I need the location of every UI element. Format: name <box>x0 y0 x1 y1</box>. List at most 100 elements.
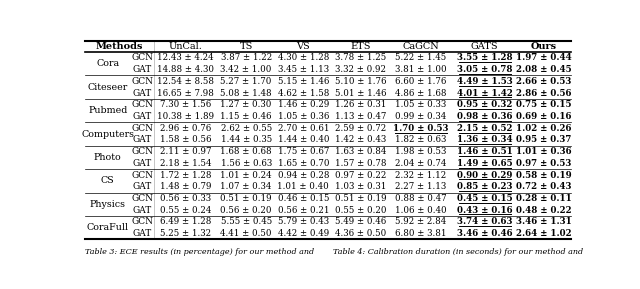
Text: Table 3: ECE results (in percentage) for our method and: Table 3: ECE results (in percentage) for… <box>85 248 314 256</box>
Text: GAT: GAT <box>132 229 152 238</box>
Text: 0.48 ± 0.22: 0.48 ± 0.22 <box>516 206 572 215</box>
Text: 5.10 ± 1.76: 5.10 ± 1.76 <box>335 77 386 86</box>
Text: 1.05 ± 0.33: 1.05 ± 0.33 <box>396 100 447 109</box>
Text: 3.78 ± 1.25: 3.78 ± 1.25 <box>335 53 386 62</box>
Text: 0.95 ± 0.32: 0.95 ± 0.32 <box>457 100 513 109</box>
Text: 4.42 ± 0.49: 4.42 ± 0.49 <box>278 229 329 238</box>
Text: 5.55 ± 0.45: 5.55 ± 0.45 <box>221 217 272 226</box>
Text: 0.98 ± 0.36: 0.98 ± 0.36 <box>457 112 513 121</box>
Text: GCN: GCN <box>131 194 153 203</box>
Text: 1.36 ± 0.34: 1.36 ± 0.34 <box>457 135 513 144</box>
Text: 0.69 ± 0.16: 0.69 ± 0.16 <box>516 112 572 121</box>
Text: 2.64 ± 1.02: 2.64 ± 1.02 <box>516 229 572 238</box>
Text: 2.59 ± 0.72: 2.59 ± 0.72 <box>335 124 386 133</box>
Text: 1.02 ± 0.26: 1.02 ± 0.26 <box>516 124 572 133</box>
Text: 1.44 ± 0.35: 1.44 ± 0.35 <box>221 135 272 144</box>
Text: 3.46 ± 0.46: 3.46 ± 0.46 <box>457 229 513 238</box>
Text: 0.88 ± 0.47: 0.88 ± 0.47 <box>395 194 447 203</box>
Text: CoraFull: CoraFull <box>86 223 129 232</box>
Text: 1.44 ± 0.40: 1.44 ± 0.40 <box>278 135 329 144</box>
Text: 0.46 ± 0.15: 0.46 ± 0.15 <box>278 194 329 203</box>
Text: 5.25 ± 1.32: 5.25 ± 1.32 <box>160 229 211 238</box>
Text: 12.43 ± 4.24: 12.43 ± 4.24 <box>157 53 214 62</box>
Text: 1.46 ± 0.29: 1.46 ± 0.29 <box>278 100 329 109</box>
Text: GCN: GCN <box>131 100 153 109</box>
Text: GAT: GAT <box>132 65 152 74</box>
Text: 3.05 ± 0.78: 3.05 ± 0.78 <box>457 65 513 74</box>
Text: 1.13 ± 0.47: 1.13 ± 0.47 <box>335 112 386 121</box>
Text: 0.85 ± 0.23: 0.85 ± 0.23 <box>457 182 513 191</box>
Text: 1.98 ± 0.53: 1.98 ± 0.53 <box>396 147 447 156</box>
Text: 5.79 ± 0.43: 5.79 ± 0.43 <box>278 217 329 226</box>
Text: 1.72 ± 1.28: 1.72 ± 1.28 <box>160 171 211 179</box>
Text: 6.80 ± 3.81: 6.80 ± 3.81 <box>395 229 447 238</box>
Text: 14.88 ± 4.30: 14.88 ± 4.30 <box>157 65 214 74</box>
Text: 1.65 ± 0.70: 1.65 ± 0.70 <box>278 159 329 168</box>
Text: 3.87 ± 1.22: 3.87 ± 1.22 <box>221 53 272 62</box>
Text: 0.28 ± 0.11: 0.28 ± 0.11 <box>516 194 572 203</box>
Text: TS: TS <box>239 42 253 51</box>
Text: 5.27 ± 1.70: 5.27 ± 1.70 <box>220 77 272 86</box>
Text: 2.96 ± 0.76: 2.96 ± 0.76 <box>160 124 211 133</box>
Text: 2.04 ± 0.74: 2.04 ± 0.74 <box>396 159 447 168</box>
Text: 3.55 ± 1.28: 3.55 ± 1.28 <box>457 53 513 62</box>
Text: 3.81 ± 1.00: 3.81 ± 1.00 <box>395 65 447 74</box>
Text: 1.56 ± 0.63: 1.56 ± 0.63 <box>221 159 272 168</box>
Text: 0.51 ± 0.19: 0.51 ± 0.19 <box>335 194 387 203</box>
Text: 10.38 ± 1.89: 10.38 ± 1.89 <box>157 112 214 121</box>
Text: Pubmed: Pubmed <box>88 106 127 115</box>
Text: Table 4: Calibration duration (in seconds) for our method and: Table 4: Calibration duration (in second… <box>333 248 583 256</box>
Text: GAT: GAT <box>132 112 152 121</box>
Text: 1.15 ± 0.46: 1.15 ± 0.46 <box>220 112 272 121</box>
Text: 5.22 ± 1.45: 5.22 ± 1.45 <box>396 53 447 62</box>
Text: 0.51 ± 0.19: 0.51 ± 0.19 <box>220 194 272 203</box>
Text: 1.07 ± 0.34: 1.07 ± 0.34 <box>220 182 272 191</box>
Text: 1.05 ± 0.36: 1.05 ± 0.36 <box>278 112 329 121</box>
Text: 0.55 ± 0.20: 0.55 ± 0.20 <box>335 206 386 215</box>
Text: 3.42 ± 1.00: 3.42 ± 1.00 <box>220 65 272 74</box>
Text: GAT: GAT <box>132 88 152 98</box>
Text: 3.46 ± 1.31: 3.46 ± 1.31 <box>516 217 572 226</box>
Text: 0.56 ± 0.33: 0.56 ± 0.33 <box>160 194 211 203</box>
Text: 0.55 ± 0.24: 0.55 ± 0.24 <box>160 206 211 215</box>
Text: Ours: Ours <box>531 42 557 51</box>
Text: GAT: GAT <box>132 159 152 168</box>
Text: 1.46 ± 0.51: 1.46 ± 0.51 <box>457 147 513 156</box>
Text: 0.72 ± 0.43: 0.72 ± 0.43 <box>516 182 572 191</box>
Text: 1.63 ± 0.84: 1.63 ± 0.84 <box>335 147 386 156</box>
Text: Methods: Methods <box>95 42 143 51</box>
Text: 1.75 ± 0.67: 1.75 ± 0.67 <box>278 147 329 156</box>
Text: GCN: GCN <box>131 171 153 179</box>
Text: 3.32 ± 0.92: 3.32 ± 0.92 <box>335 65 386 74</box>
Text: GCN: GCN <box>131 124 153 133</box>
Text: 1.49 ± 0.65: 1.49 ± 0.65 <box>457 159 513 168</box>
Text: Cora: Cora <box>96 59 119 68</box>
Text: GAT: GAT <box>132 206 152 215</box>
Text: 0.99 ± 0.34: 0.99 ± 0.34 <box>396 112 447 121</box>
Text: 2.86 ± 0.56: 2.86 ± 0.56 <box>516 88 572 98</box>
Text: 0.97 ± 0.22: 0.97 ± 0.22 <box>335 171 386 179</box>
Text: 1.58 ± 0.56: 1.58 ± 0.56 <box>160 135 211 144</box>
Text: 5.08 ± 1.48: 5.08 ± 1.48 <box>220 88 272 98</box>
Text: GCN: GCN <box>131 53 153 62</box>
Text: 2.66 ± 0.53: 2.66 ± 0.53 <box>516 77 572 86</box>
Text: 1.57 ± 0.78: 1.57 ± 0.78 <box>335 159 386 168</box>
Text: GAT: GAT <box>132 182 152 191</box>
Text: 2.27 ± 1.13: 2.27 ± 1.13 <box>396 182 447 191</box>
Text: 2.15 ± 0.52: 2.15 ± 0.52 <box>457 124 513 133</box>
Text: GCN: GCN <box>131 147 153 156</box>
Text: 0.56 ± 0.20: 0.56 ± 0.20 <box>220 206 272 215</box>
Text: GCN: GCN <box>131 77 153 86</box>
Text: 4.36 ± 0.50: 4.36 ± 0.50 <box>335 229 386 238</box>
Text: 4.49 ± 1.53: 4.49 ± 1.53 <box>457 77 513 86</box>
Text: Physics: Physics <box>90 200 125 209</box>
Text: 0.97 ± 0.53: 0.97 ± 0.53 <box>516 159 572 168</box>
Text: 4.30 ± 1.28: 4.30 ± 1.28 <box>278 53 329 62</box>
Text: 4.86 ± 1.68: 4.86 ± 1.68 <box>395 88 447 98</box>
Text: 4.62 ± 1.58: 4.62 ± 1.58 <box>278 88 329 98</box>
Text: 0.45 ± 0.15: 0.45 ± 0.15 <box>457 194 513 203</box>
Text: 1.70 ± 0.53: 1.70 ± 0.53 <box>393 124 449 133</box>
Text: 0.75 ± 0.15: 0.75 ± 0.15 <box>516 100 572 109</box>
Text: 0.95 ± 0.37: 0.95 ± 0.37 <box>516 135 572 144</box>
Text: 1.68 ± 0.68: 1.68 ± 0.68 <box>220 147 272 156</box>
